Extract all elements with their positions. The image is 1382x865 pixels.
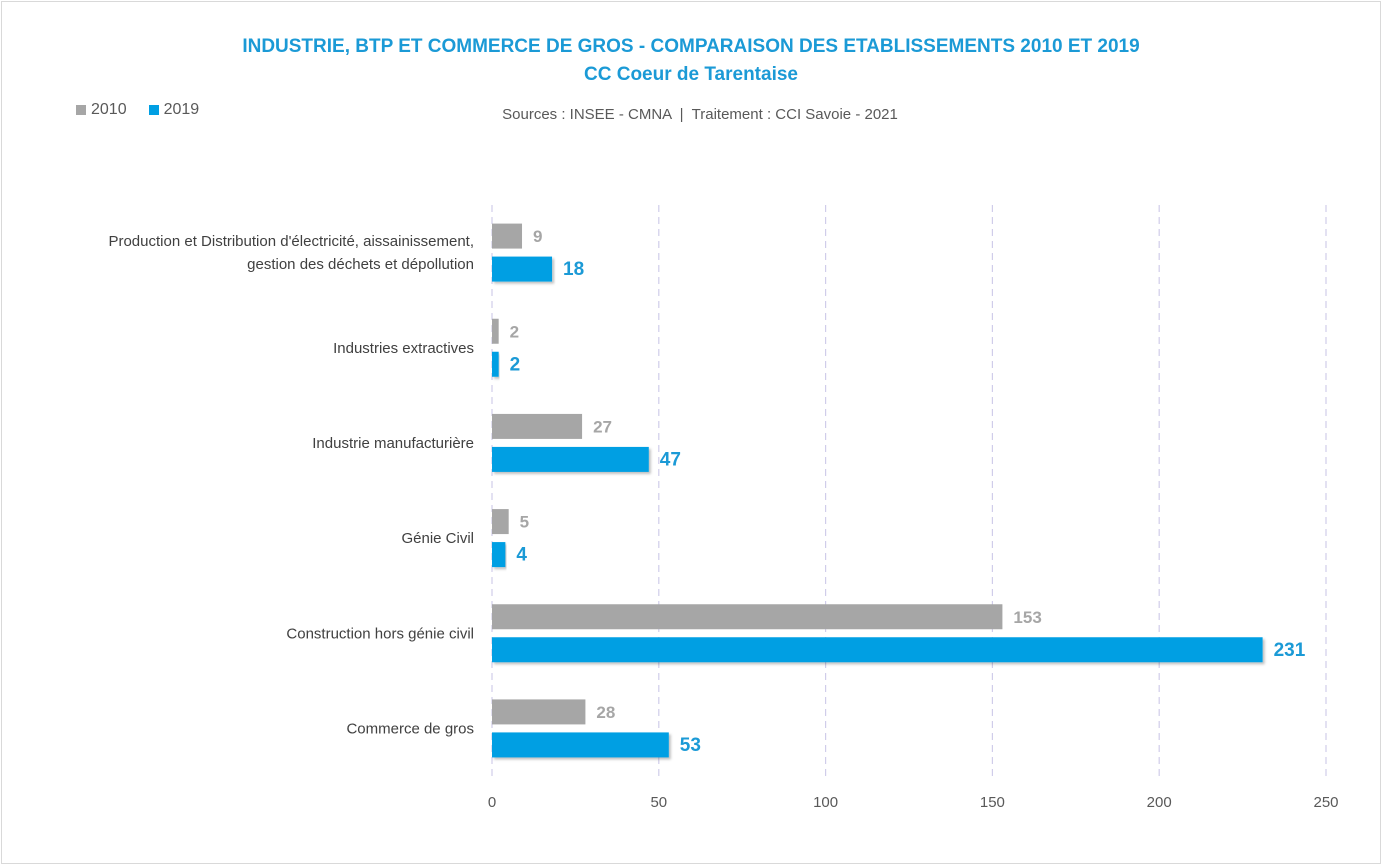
chart-subtitle: CC Coeur de Tarentaise — [584, 64, 798, 85]
bar-2019 — [492, 256, 553, 282]
bar-2019 — [492, 446, 649, 472]
x-tick-label-50: 50 — [650, 794, 667, 811]
data-label-2010: 27 — [593, 417, 612, 436]
legend-label-2019: 2019 — [163, 101, 200, 118]
x-tick-label-0: 0 — [488, 794, 496, 811]
legend-label-2010: 2010 — [91, 101, 127, 118]
legend: 2010 2019 — [76, 101, 199, 119]
legend-item-2019: 2019 — [148, 101, 200, 119]
category-label: gestion des déchets et dépollution — [247, 256, 474, 273]
x-tick-label-250: 250 — [1313, 794, 1338, 811]
legend-swatch-2019 — [148, 105, 159, 115]
bar-2019 — [492, 637, 1263, 663]
category-label: Production et Distribution d'électricité… — [108, 233, 474, 250]
data-label-2019: 47 — [660, 449, 681, 470]
bar-2010 — [492, 413, 583, 439]
category-label: Commerce de gros — [346, 720, 474, 737]
category-label: Industries extractives — [333, 340, 474, 357]
data-label-2010: 5 — [520, 513, 529, 532]
data-label-2019: 18 — [563, 259, 584, 280]
category-label: Industrie manufacturière — [312, 435, 474, 452]
chart-title: INDUSTRIE, BTP ET COMMERCE DE GROS - COM… — [242, 36, 1140, 57]
bar-2019 — [492, 542, 506, 568]
data-label-2010: 9 — [533, 227, 542, 246]
legend-item-2010: 2010 — [76, 101, 127, 119]
x-tick-label-100: 100 — [813, 794, 838, 811]
x-tick-label-200: 200 — [1147, 794, 1172, 811]
data-label-2010: 28 — [596, 703, 615, 722]
legend-swatch-2010 — [76, 105, 86, 115]
bar-2010 — [492, 318, 499, 344]
data-label-2019: 2 — [510, 354, 521, 375]
bar-2019 — [492, 351, 499, 377]
x-tick-label-150: 150 — [980, 794, 1005, 811]
category-label: Génie Civil — [401, 530, 474, 547]
category-label: Construction hors génie civil — [286, 625, 474, 642]
bar-2010 — [492, 699, 586, 725]
data-label-2019: 53 — [680, 735, 701, 756]
data-label-2010: 153 — [1013, 608, 1041, 627]
data-label-2019: 231 — [1274, 640, 1306, 661]
data-label-2010: 2 — [510, 322, 519, 341]
bar-2010 — [492, 604, 1003, 630]
bar-2010 — [492, 509, 509, 535]
data-label-2019: 4 — [516, 545, 527, 566]
chart-source: Sources : INSEE - CMNA | Traitement : CC… — [502, 106, 898, 123]
bar-2019 — [492, 732, 669, 758]
bar-2010 — [492, 223, 523, 249]
